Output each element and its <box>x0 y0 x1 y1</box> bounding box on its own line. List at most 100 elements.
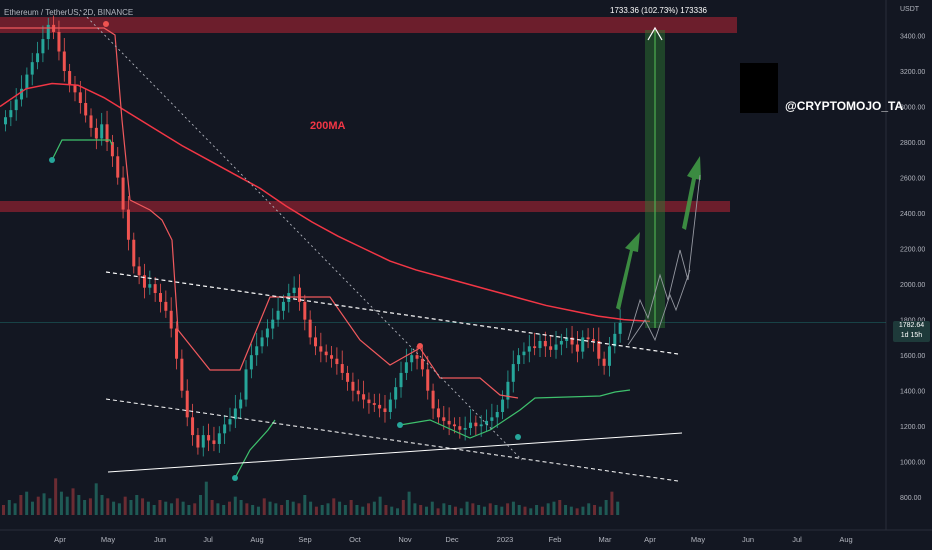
candle-body <box>591 339 595 341</box>
last-price-timer: 1d 15h <box>900 332 923 339</box>
volume-bar <box>517 505 521 515</box>
time-tick-label: Dec <box>445 535 459 544</box>
candle-body <box>485 420 489 425</box>
volume-bar <box>424 506 428 515</box>
candle-body <box>346 372 350 382</box>
volume-bar <box>436 508 440 515</box>
volume-bar <box>384 505 388 515</box>
candle-body <box>436 408 440 418</box>
volume-bar <box>199 495 203 515</box>
time-tick-label: Aug <box>839 535 852 544</box>
volume-bar <box>361 506 365 515</box>
candle-body <box>351 381 355 391</box>
volume-bar <box>303 495 307 515</box>
price-tick-label: 1400.00 <box>900 389 925 396</box>
candle-body <box>399 372 403 388</box>
candle-body <box>100 124 104 139</box>
volume-bar <box>453 506 457 515</box>
last-price-value: 1782.64 <box>898 322 925 329</box>
volume-bar <box>291 501 295 515</box>
volume-bar <box>233 496 237 515</box>
volume-bar <box>396 508 400 515</box>
volume-bar <box>274 503 278 515</box>
candle-body <box>36 53 40 63</box>
volume-bar <box>71 488 75 515</box>
volume-bar <box>535 505 539 515</box>
volume-bar <box>413 503 417 515</box>
candle-body <box>613 333 617 347</box>
volume-bar <box>407 491 411 515</box>
resistance-zone-mid <box>0 201 730 212</box>
candle-body <box>20 88 24 100</box>
candle-body <box>175 328 179 359</box>
volume-bar <box>100 495 104 515</box>
candle-body <box>538 340 542 349</box>
volume-bar <box>593 505 597 515</box>
candle-body <box>228 419 232 425</box>
volume-bar <box>419 505 423 515</box>
price-tick-label: 2800.00 <box>900 140 925 147</box>
trend-switch-dot <box>103 21 109 27</box>
candle-body <box>233 408 237 420</box>
volume-bar <box>36 496 40 515</box>
volume-bar <box>164 501 168 515</box>
volume-bar <box>349 500 353 515</box>
candle-body <box>84 103 88 116</box>
candle-body <box>378 404 382 409</box>
volume-bar <box>285 500 289 515</box>
candle-body <box>207 435 211 441</box>
volume-bar <box>158 500 162 515</box>
candle-body <box>549 346 553 350</box>
volume-bar <box>25 491 29 515</box>
price-tick-label: 800.00 <box>900 495 922 502</box>
candle-body <box>324 351 328 356</box>
candle-body <box>442 417 446 421</box>
volume-bar <box>581 506 585 515</box>
volume-bar <box>332 498 336 515</box>
volume-bar <box>500 506 504 515</box>
volume-bar <box>2 505 5 515</box>
price-tick-label: 2400.00 <box>900 211 925 218</box>
volume-bar <box>367 503 371 515</box>
time-tick-label: Jul <box>792 535 802 544</box>
price-tick-label: 3400.00 <box>900 34 925 41</box>
volume-bar <box>326 503 330 515</box>
candle-body <box>362 394 366 400</box>
candle-body <box>132 239 136 267</box>
time-tick-label: Apr <box>54 535 66 544</box>
candle-body <box>404 362 408 373</box>
candle-body <box>303 301 307 320</box>
bull-arrow-2 <box>682 156 701 230</box>
volume-bar <box>442 503 446 515</box>
candle-body <box>14 99 18 111</box>
candle-body <box>559 340 563 345</box>
price-tick-label: 2200.00 <box>900 247 925 254</box>
volume-bar <box>7 500 11 515</box>
projection-arrowhead <box>647 26 663 41</box>
candle-body <box>212 440 216 444</box>
candle-body <box>447 420 451 425</box>
volume-bar <box>523 506 527 515</box>
candle-body <box>319 346 323 352</box>
currency-label: USDT <box>900 6 920 13</box>
volume-bar <box>83 500 87 515</box>
candle-body <box>506 381 510 400</box>
volume-bar <box>529 508 533 515</box>
candle-body <box>586 337 590 340</box>
volume-bar <box>546 503 550 515</box>
volume-bar <box>94 483 98 515</box>
volume-bar <box>575 508 579 515</box>
lower-channel-line <box>105 398 679 482</box>
volume-bar <box>587 503 591 515</box>
volume-bar <box>106 498 110 515</box>
candle-body <box>330 355 334 359</box>
trailing-support-line-early <box>51 139 113 161</box>
candle-body <box>148 284 152 288</box>
volume-bar <box>511 501 515 515</box>
volume-bar <box>465 501 469 515</box>
volume-bar <box>187 505 191 515</box>
volume-bar <box>245 503 249 515</box>
candle-body <box>110 142 114 157</box>
volume-bar <box>477 505 481 515</box>
